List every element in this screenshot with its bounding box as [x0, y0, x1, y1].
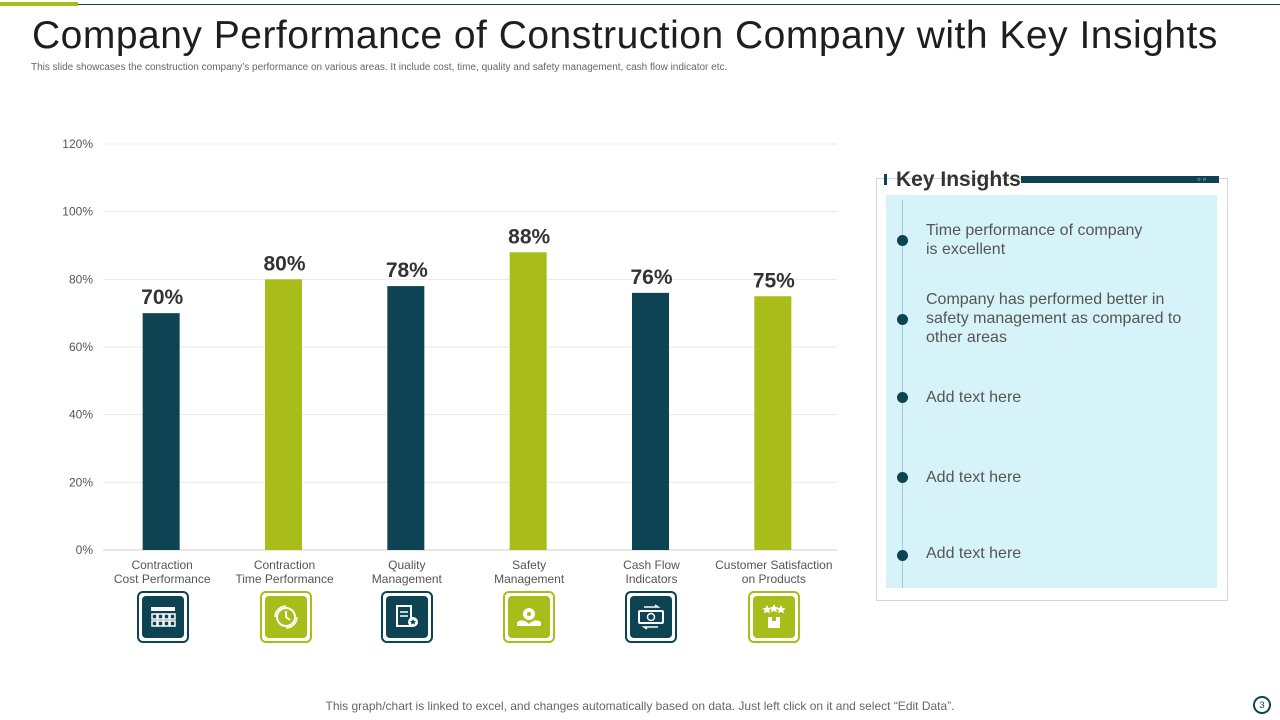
bullet-dot	[897, 550, 908, 561]
bar[interactable]	[632, 292, 669, 550]
y-tick-label: 20%	[69, 475, 93, 489]
x-tick-label: Contraction	[254, 558, 315, 572]
top-rule	[0, 4, 1280, 5]
bar[interactable]	[387, 286, 425, 550]
bar-chart[interactable]: 0%20%40%60%80%100%120%70%ContractionCost…	[0, 0, 850, 600]
panel-dots-decoration: ○○	[1197, 177, 1209, 183]
x-tick-label: Quality	[388, 558, 425, 572]
page-title: Company Performance of Construction Comp…	[32, 14, 1218, 57]
bullet-dot	[897, 472, 908, 483]
insight-text: Time performance of company is excellent	[926, 222, 1143, 258]
y-tick-label: 60%	[69, 340, 93, 354]
construction-cost-icon	[137, 591, 189, 643]
data-label: 88%	[508, 225, 550, 248]
x-tick-label: Cash Flow	[623, 558, 680, 572]
bar[interactable]	[754, 296, 792, 550]
key-insights-body	[886, 195, 1217, 588]
y-tick-label: 120%	[62, 137, 93, 151]
bar[interactable]	[142, 313, 180, 550]
footer-note: This graph/chart is linked to excel, and…	[325, 699, 955, 713]
bullet-dot	[897, 235, 908, 246]
panel-header-tick	[884, 174, 887, 185]
data-label: 80%	[263, 252, 305, 275]
y-tick-label: 40%	[69, 408, 93, 422]
y-tick-label: 80%	[69, 272, 93, 286]
data-label: 75%	[753, 269, 795, 292]
y-tick-label: 0%	[76, 543, 94, 557]
time-performance-icon	[260, 591, 312, 643]
bullet-dot	[897, 392, 908, 403]
x-tick-label: Time Performance	[235, 572, 334, 586]
x-tick-label: Management	[494, 572, 565, 586]
page-number: 3	[1253, 696, 1271, 714]
x-tick-label: Safety	[512, 558, 546, 572]
x-tick-label: Cost Performance	[114, 572, 211, 586]
quality-certificate-icon	[381, 591, 433, 643]
y-tick-label: 100%	[62, 205, 93, 219]
bullet-dot	[897, 314, 908, 325]
page-subtitle: This slide showcases the construction co…	[31, 62, 728, 73]
data-label: 78%	[386, 259, 428, 282]
x-tick-label: Contraction	[131, 558, 192, 572]
x-tick-label: on Products	[742, 572, 806, 586]
customer-product-icon	[748, 591, 800, 643]
insight-text: Company has performed better in safety m…	[926, 291, 1182, 346]
data-label: 76%	[630, 266, 672, 289]
x-tick-label: Customer Satisfaction	[715, 558, 832, 572]
x-tick-label: Indicators	[625, 572, 677, 586]
cash-flow-icon	[625, 591, 677, 643]
insight-text: Add text here	[926, 389, 1022, 406]
x-tick-label: Management	[372, 572, 443, 586]
insight-text: Add text here	[926, 469, 1022, 486]
top-accent-bar	[0, 2, 78, 6]
bar[interactable]	[509, 252, 547, 550]
data-label: 70%	[141, 286, 183, 309]
safety-hands-icon	[503, 591, 555, 643]
key-insights-title: Key Insights	[896, 168, 1021, 191]
bar[interactable]	[265, 279, 302, 550]
panel-header-bar	[1021, 176, 1219, 183]
insight-text: Add text here	[926, 545, 1022, 562]
